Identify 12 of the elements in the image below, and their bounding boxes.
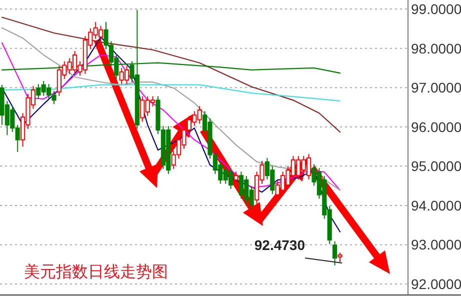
y-tick-label: 96.0000	[411, 118, 461, 135]
y-tick-label: 98.0000	[411, 40, 461, 56]
y-tick-label: 95.0000	[411, 158, 461, 174]
candlestick	[332, 240, 338, 266]
y-tick-label: 99.0000	[411, 1, 461, 18]
y-tick-label: 92.0000	[411, 276, 461, 292]
annotation: 92.4730	[254, 237, 306, 253]
y-tick-label: 94.0000	[411, 197, 461, 214]
candlestick	[338, 252, 342, 263]
y-tick-label: 93.0000	[411, 236, 461, 253]
y-tick-label: 97.0000	[411, 80, 461, 96]
text: 美元指数日线走势图	[24, 263, 168, 281]
